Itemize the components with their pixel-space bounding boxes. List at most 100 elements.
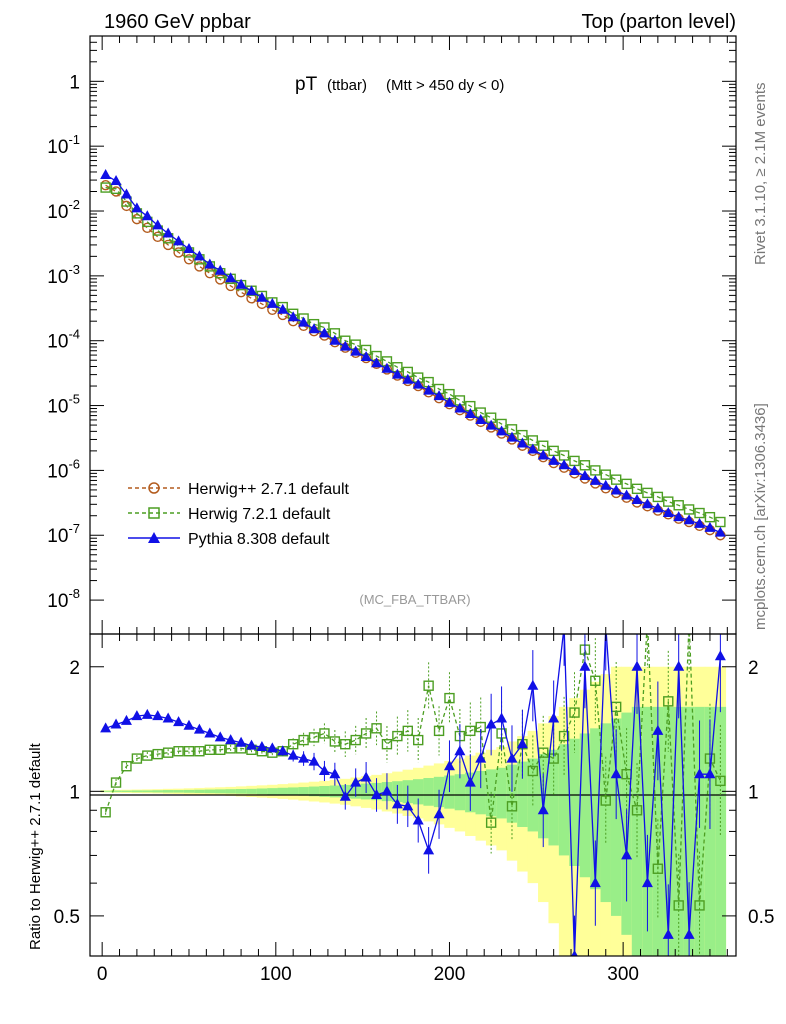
data-point — [100, 168, 112, 179]
data-point — [423, 384, 435, 395]
ratio-point — [121, 761, 132, 772]
y-tick-label: 1 — [69, 72, 80, 93]
data-point — [673, 500, 684, 511]
data-point — [715, 516, 726, 528]
ratio-y-axis-label: Ratio to Herwig++ 2.7.1 default — [27, 742, 44, 950]
ratio-point — [256, 740, 268, 751]
data-point — [287, 311, 299, 322]
ratio-point — [141, 708, 153, 719]
ratio-point — [516, 738, 528, 749]
green-band — [579, 733, 591, 878]
ratio-point — [685, 615, 694, 624]
ratio-panel-frame — [89, 633, 737, 957]
green-band — [235, 789, 247, 794]
data-point — [204, 258, 216, 269]
ratio-point — [173, 716, 185, 727]
data-point — [193, 250, 205, 261]
ratio-point — [610, 768, 622, 779]
ratio-point — [673, 900, 684, 911]
data-point — [704, 511, 716, 523]
green-band — [100, 790, 112, 792]
data-point — [694, 507, 705, 519]
data-point — [683, 504, 695, 515]
data-point — [663, 496, 674, 507]
green-band — [496, 767, 508, 819]
ratio-point — [641, 877, 653, 888]
ratio-point — [319, 728, 330, 739]
ratio-point — [402, 725, 413, 737]
data-point — [610, 474, 622, 485]
data-point — [152, 219, 164, 230]
ratio-point — [662, 928, 674, 939]
ratio-point — [100, 807, 111, 818]
ratio-point — [423, 680, 434, 691]
ratio-point — [485, 718, 497, 729]
ratio-point — [162, 712, 174, 723]
data-point — [318, 327, 330, 338]
ratio-series-line — [104, 634, 721, 906]
green-band — [142, 790, 154, 793]
ratio-point — [485, 817, 497, 828]
data-point — [235, 278, 247, 289]
data-point — [537, 449, 549, 460]
ratio-point — [110, 718, 122, 729]
data-point — [569, 464, 580, 475]
ratio-point — [110, 777, 122, 788]
data-point — [600, 469, 611, 480]
green-band — [215, 789, 226, 794]
green-band — [704, 706, 716, 956]
green-band — [673, 706, 685, 956]
ratio-point — [329, 736, 341, 747]
data-point — [204, 267, 216, 279]
ratio-point — [194, 746, 205, 757]
mcplots-label: mcplots.cern.ch [arXiv:1306.3436] — [752, 403, 769, 630]
data-point — [246, 285, 257, 296]
green-band — [683, 706, 695, 956]
ratio-y-tick-label: 0.5 — [54, 907, 80, 928]
ratio-y-tick-labels: 0.5 0.5 1 1 2 2 — [54, 658, 775, 928]
data-point — [131, 202, 143, 213]
ratio-point — [569, 707, 580, 718]
ratio-point — [643, 615, 652, 624]
ratio-point — [715, 775, 726, 787]
ratio-point — [704, 768, 716, 779]
ratio-point — [571, 950, 578, 956]
data-point — [496, 425, 508, 436]
green-band — [454, 774, 466, 811]
data-point — [360, 351, 372, 362]
data-point — [579, 460, 591, 471]
analysis-label: (MC_FBA_TTBAR) — [359, 592, 470, 607]
ratio-point — [631, 805, 643, 816]
data-point — [173, 235, 185, 246]
data-point — [652, 491, 664, 503]
data-point — [266, 297, 278, 308]
ratio-point — [152, 748, 163, 760]
legend-triangle-marker — [148, 532, 160, 543]
y-tick-label: 10-6 — [47, 456, 80, 482]
main-series — [100, 168, 726, 541]
legend: Herwig++ 2.7.1 default Herwig 7.2.1 defa… — [128, 481, 350, 548]
ratio-point — [266, 742, 278, 753]
legend-entry-herwig7: Herwig 7.2.1 default — [128, 506, 331, 523]
data-point — [589, 474, 601, 485]
ratio-point — [433, 808, 445, 819]
ratio-point — [527, 679, 539, 690]
ratio-point — [287, 749, 299, 760]
green-band — [642, 706, 654, 956]
ratio-point — [120, 714, 132, 725]
data-point — [173, 247, 184, 258]
ratio-point — [360, 728, 372, 739]
data-point — [610, 484, 622, 495]
ratio-point — [225, 734, 237, 745]
green-band — [131, 790, 143, 793]
ratio-point — [537, 804, 549, 815]
green-band — [267, 788, 279, 795]
main-panel: 1 10-1 10-2 10-3 10-4 10-5 10-6 10-7 10-8 pT (tt… — [47, 35, 737, 635]
ratio-point — [464, 776, 476, 787]
ratio-point — [298, 734, 309, 746]
green-band — [246, 788, 258, 794]
green-band — [444, 775, 456, 809]
data-point — [412, 378, 424, 389]
data-point — [704, 521, 716, 532]
ratio-point — [412, 814, 424, 825]
